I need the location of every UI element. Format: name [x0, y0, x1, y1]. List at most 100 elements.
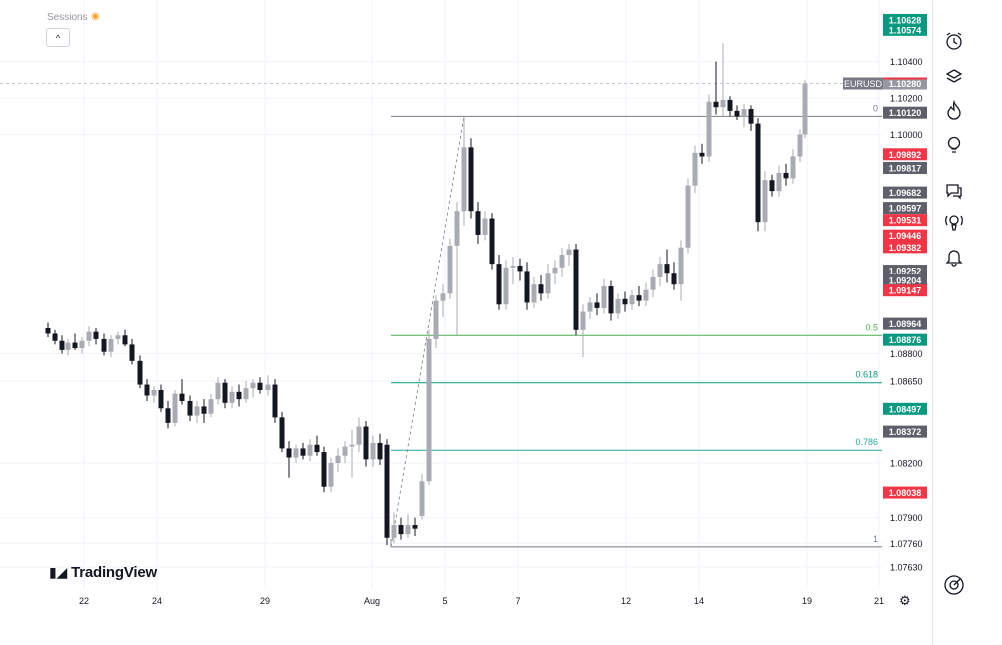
candle-body	[93, 331, 99, 339]
candle-body	[165, 408, 171, 423]
price-badge	[883, 241, 927, 254]
chart-settings-gear-icon[interactable]: ⚙	[899, 593, 911, 608]
fib-level-label: 0	[873, 103, 878, 113]
price-badge-label: 1.08964	[889, 319, 922, 329]
fib-level-label: 0.618	[855, 370, 878, 380]
candle-body	[272, 384, 278, 418]
candle-body	[300, 448, 306, 456]
price-badge-label: 1.09892	[889, 150, 922, 160]
candle-body	[279, 417, 285, 449]
candle-body	[531, 284, 537, 303]
x-tick-label: 14	[694, 596, 704, 606]
candle-body	[179, 393, 185, 401]
price-badge-label: 1.10574	[889, 25, 922, 35]
current-price-badge-label: 1.10280	[889, 79, 922, 89]
candle-body	[783, 172, 789, 179]
candle-body	[208, 399, 214, 414]
fib-level-label: 0.786	[855, 437, 878, 447]
candle-body	[172, 393, 178, 423]
candle-body	[314, 444, 320, 453]
y-tick-label: 1.10000	[890, 130, 923, 140]
candle-body	[158, 390, 164, 409]
y-tick-label: 1.08650	[890, 376, 923, 386]
candle-body	[236, 391, 242, 400]
candle-body	[601, 286, 607, 308]
candle-body	[335, 455, 341, 464]
collapse-button[interactable]: ^	[46, 28, 70, 47]
candle-body	[776, 172, 782, 192]
target-icon[interactable]	[943, 574, 965, 596]
tradingview-logo-icon: ▮◢	[49, 564, 68, 580]
fibonacci-retracement[interactable]: 0 0.5 0.618 0.786 1	[390, 103, 882, 548]
candle-body	[475, 211, 481, 235]
price-badge	[883, 229, 927, 242]
candle-body	[328, 463, 334, 487]
fib-level-label: 0.5	[865, 322, 878, 332]
price-axis[interactable]: 1.10400 1.10200 1.10000 1.08800 1.08650 1.082…	[890, 57, 923, 572]
y-tick-label: 1.08800	[890, 349, 923, 359]
price-badge-label: 1.09204	[889, 275, 922, 285]
candle-body	[108, 338, 114, 352]
candle-body	[580, 311, 586, 330]
candle-body	[552, 267, 558, 274]
layers-icon[interactable]	[943, 65, 965, 87]
candle-body	[790, 156, 796, 179]
candle-body	[144, 384, 150, 396]
tradingview-logo[interactable]: ▮◢ TradingView	[49, 564, 157, 581]
time-axis[interactable]: 22 24 29 Aug 5 7 12 14 19 21	[79, 596, 884, 606]
candle-body	[356, 426, 362, 445]
price-chart[interactable]: 0 0.5 0.618 0.786 1 1.10400 1.10200 1.10000 1.0…	[0, 0, 932, 645]
candle-body	[545, 273, 551, 294]
candlestick-series	[45, 43, 808, 546]
candle-body	[510, 265, 516, 268]
candle-body	[65, 342, 71, 350]
candle-body	[86, 331, 92, 341]
candle-body	[678, 247, 684, 285]
price-badge-label: 1.10120	[889, 108, 922, 118]
candle-body	[405, 525, 411, 535]
ideas-bulb-icon[interactable]	[943, 134, 965, 156]
candle-body	[265, 384, 271, 391]
sessions-label[interactable]: Sessions	[47, 12, 88, 23]
candle-body	[573, 249, 579, 330]
candle-body	[286, 448, 292, 458]
candle-body	[370, 442, 376, 460]
x-tick-label: 22	[79, 596, 89, 606]
candle-body	[503, 267, 509, 305]
candle-body	[762, 180, 768, 223]
fib-trend-line	[390, 116, 465, 547]
candle-body	[391, 525, 397, 538]
sessions-eye-icon[interactable]: ◉	[91, 11, 100, 22]
candle-body	[52, 333, 58, 341]
candle-body	[650, 276, 656, 290]
candle-body	[496, 264, 502, 305]
chat-icon[interactable]	[943, 180, 965, 202]
alarm-clock-icon[interactable]	[943, 30, 965, 52]
candle-body	[566, 249, 572, 256]
bell-icon[interactable]	[943, 246, 965, 268]
candle-body	[636, 295, 642, 301]
price-badge-label: 1.09147	[889, 286, 922, 296]
candle-body	[45, 327, 51, 334]
chart-grid	[0, 0, 882, 590]
price-badge	[883, 161, 927, 174]
fib-level-label: 1	[873, 534, 878, 544]
candle-body	[151, 390, 157, 396]
candle-body	[101, 338, 107, 352]
candle-body	[349, 444, 355, 447]
candle-body	[594, 302, 600, 308]
hotlist-flame-icon[interactable]	[943, 99, 965, 121]
price-badge	[883, 425, 927, 438]
right-toolbar	[932, 0, 1002, 645]
candle-body	[622, 298, 628, 305]
x-tick-label: 21	[874, 596, 884, 606]
broadcast-icon[interactable]	[943, 211, 965, 233]
candle-body	[447, 245, 453, 294]
brand-name: TradingView	[71, 564, 157, 581]
candle-body	[468, 147, 474, 212]
current-price-badge-accent	[883, 77, 927, 80]
candle-body	[643, 289, 649, 301]
price-badge	[883, 333, 927, 346]
price-badge-label: 1.09446	[889, 231, 922, 241]
